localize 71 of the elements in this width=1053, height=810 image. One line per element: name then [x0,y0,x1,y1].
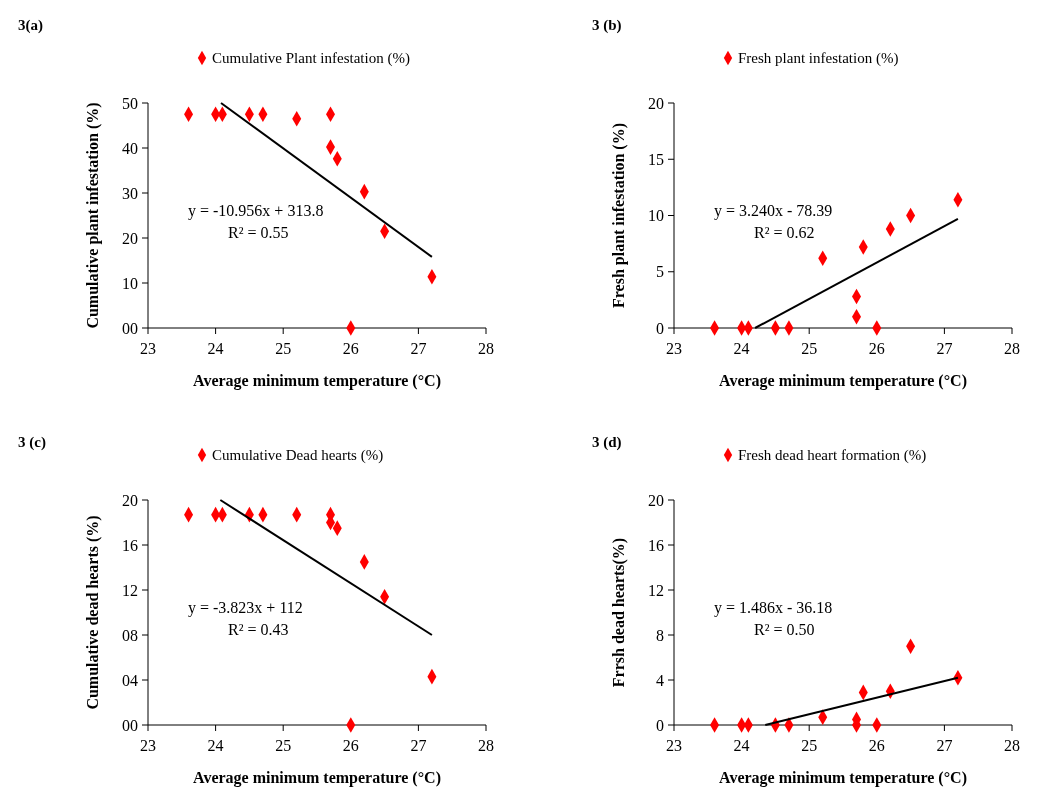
x-tick-label: 24 [207,340,224,357]
legend-label: Fresh plant infestation (%) [738,50,899,67]
x-tick-label: 23 [666,737,682,754]
annotation: R² = 0.50 [754,620,815,638]
chart-title: 3 (b) [592,17,622,34]
x-tick-label: 24 [733,737,750,754]
x-tick-label: 28 [478,340,494,357]
x-tick-label: 24 [733,340,750,357]
annotation: R² = 0.55 [228,223,289,241]
y-tick-label: 0 [656,319,664,337]
y-tick-label: 00 [122,319,138,337]
y-tick-label: 12 [122,581,138,599]
chart-title: 3 (d) [592,434,622,451]
x-tick-label: 23 [666,340,682,357]
x-tick-label: 27 [410,737,427,754]
y-tick-label: 16 [648,536,664,554]
y-tick-label: 16 [122,536,138,554]
legend-label: Cumulative Dead hearts (%) [212,447,384,464]
legend-label: Cumulative Plant infestation (%) [212,50,410,67]
chart-title: 3 (c) [18,434,46,451]
y-tick-label: 12 [648,581,664,599]
y-tick-label: 50 [122,94,138,112]
annotation: R² = 0.62 [754,223,815,241]
legend-label: Fresh dead heart formation (%) [738,447,927,464]
y-tick-label: 30 [122,184,138,202]
y-tick-label: 20 [648,94,664,112]
annotation: R² = 0.43 [228,620,289,638]
x-tick-label: 25 [275,340,292,357]
y-tick-label: 5 [656,263,664,281]
x-tick-label: 25 [275,737,292,754]
x-tick-label: 26 [868,340,885,357]
x-tick-label: 25 [801,340,818,357]
x-tick-label: 26 [868,737,885,754]
x-tick-label: 23 [140,340,156,357]
annotation: y = 3.240x - 78.39 [714,201,833,220]
x-tick-label: 28 [1004,340,1020,357]
x-axis-title: Average minimum temperature (°C) [719,769,967,787]
annotation: y = -3.823x + 112 [188,598,303,617]
y-tick-label: 00 [122,716,138,734]
y-tick-label: 4 [656,671,664,689]
y-axis-title: Frrsh dead hearts(%) [610,537,628,688]
x-tick-label: 27 [410,340,427,357]
x-axis-title: Average minimum temperature (°C) [193,769,441,787]
x-tick-label: 27 [936,737,953,754]
x-axis-title: Average minimum temperature (°C) [719,372,967,390]
y-axis-title: Cumulative dead hearts (%) [84,515,102,710]
y-tick-label: 20 [122,229,138,247]
x-tick-label: 28 [1004,737,1020,754]
y-tick-label: 20 [648,491,664,509]
x-tick-label: 26 [342,340,359,357]
y-axis-title: Cumulative plant infestation (%) [84,102,102,329]
y-tick-label: 8 [656,626,664,644]
y-tick-label: 10 [122,274,138,292]
y-tick-label: 20 [122,491,138,509]
x-tick-label: 23 [140,737,156,754]
y-tick-label: 0 [656,716,664,734]
chart-title: 3(a) [18,17,43,34]
y-tick-label: 04 [122,671,138,689]
y-tick-label: 15 [648,150,664,168]
x-axis-title: Average minimum temperature (°C) [193,372,441,390]
x-tick-label: 28 [478,737,494,754]
y-axis-title: Fresh plant infestation (%) [610,122,628,309]
y-tick-label: 40 [122,139,138,157]
x-tick-label: 25 [801,737,818,754]
annotation: y = -10.956x + 313.8 [188,201,324,220]
annotation: y = 1.486x - 36.18 [714,598,833,617]
y-tick-label: 08 [122,626,138,644]
x-tick-label: 24 [207,737,224,754]
x-tick-label: 27 [936,340,953,357]
y-tick-label: 10 [648,207,664,225]
x-tick-label: 26 [342,737,359,754]
